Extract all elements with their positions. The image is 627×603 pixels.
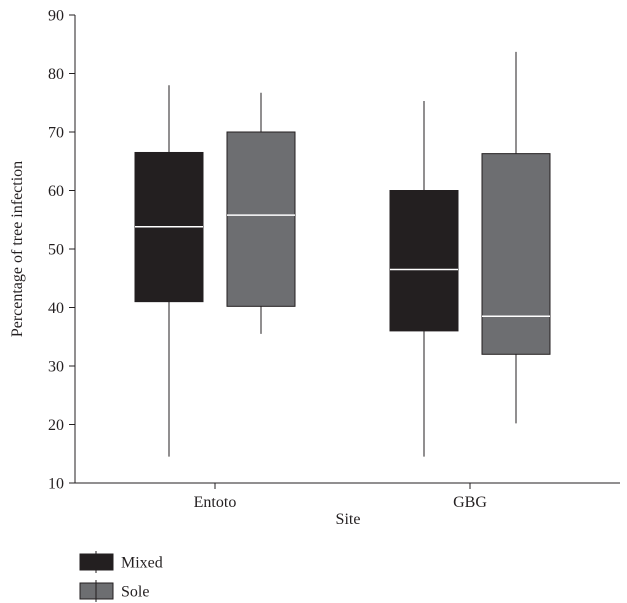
y-ticks-group: 10 20 30 40 50 60 70 80 90 [48,8,75,493]
legend-item-sole: Sole [79,580,149,602]
y-tick-label: 60 [48,183,64,200]
y-tick-label: 40 [48,300,64,317]
box [481,153,551,355]
y-axis-title: Percentage of tree infection [9,161,26,337]
y-tick-label: 20 [48,417,64,434]
box [389,190,459,332]
x-axis-title: Site [336,511,361,528]
x-tick-label: GBG [453,494,487,511]
y-tick-label: 80 [48,66,64,83]
y-tick-label: 10 [48,476,64,493]
y-tick-label: 70 [48,125,64,142]
y-tick-label: 50 [48,242,64,259]
legend-label: Mixed [121,555,163,572]
x-tick-label: Entoto [194,494,237,511]
legend: Mixed Sole [79,551,163,602]
box-mixed-entoto [134,85,204,457]
box-sole-gbg [481,51,551,424]
box-mixed-gbg [389,100,459,457]
legend-label: Sole [121,584,149,601]
boxes-group [134,51,551,457]
y-tick-label: 90 [48,8,64,25]
legend-item-mixed: Mixed [79,551,163,573]
box [226,131,296,307]
y-tick-label: 30 [48,359,64,376]
x-ticks-group: Entoto GBG [194,483,487,511]
box-sole-entoto [226,92,296,334]
